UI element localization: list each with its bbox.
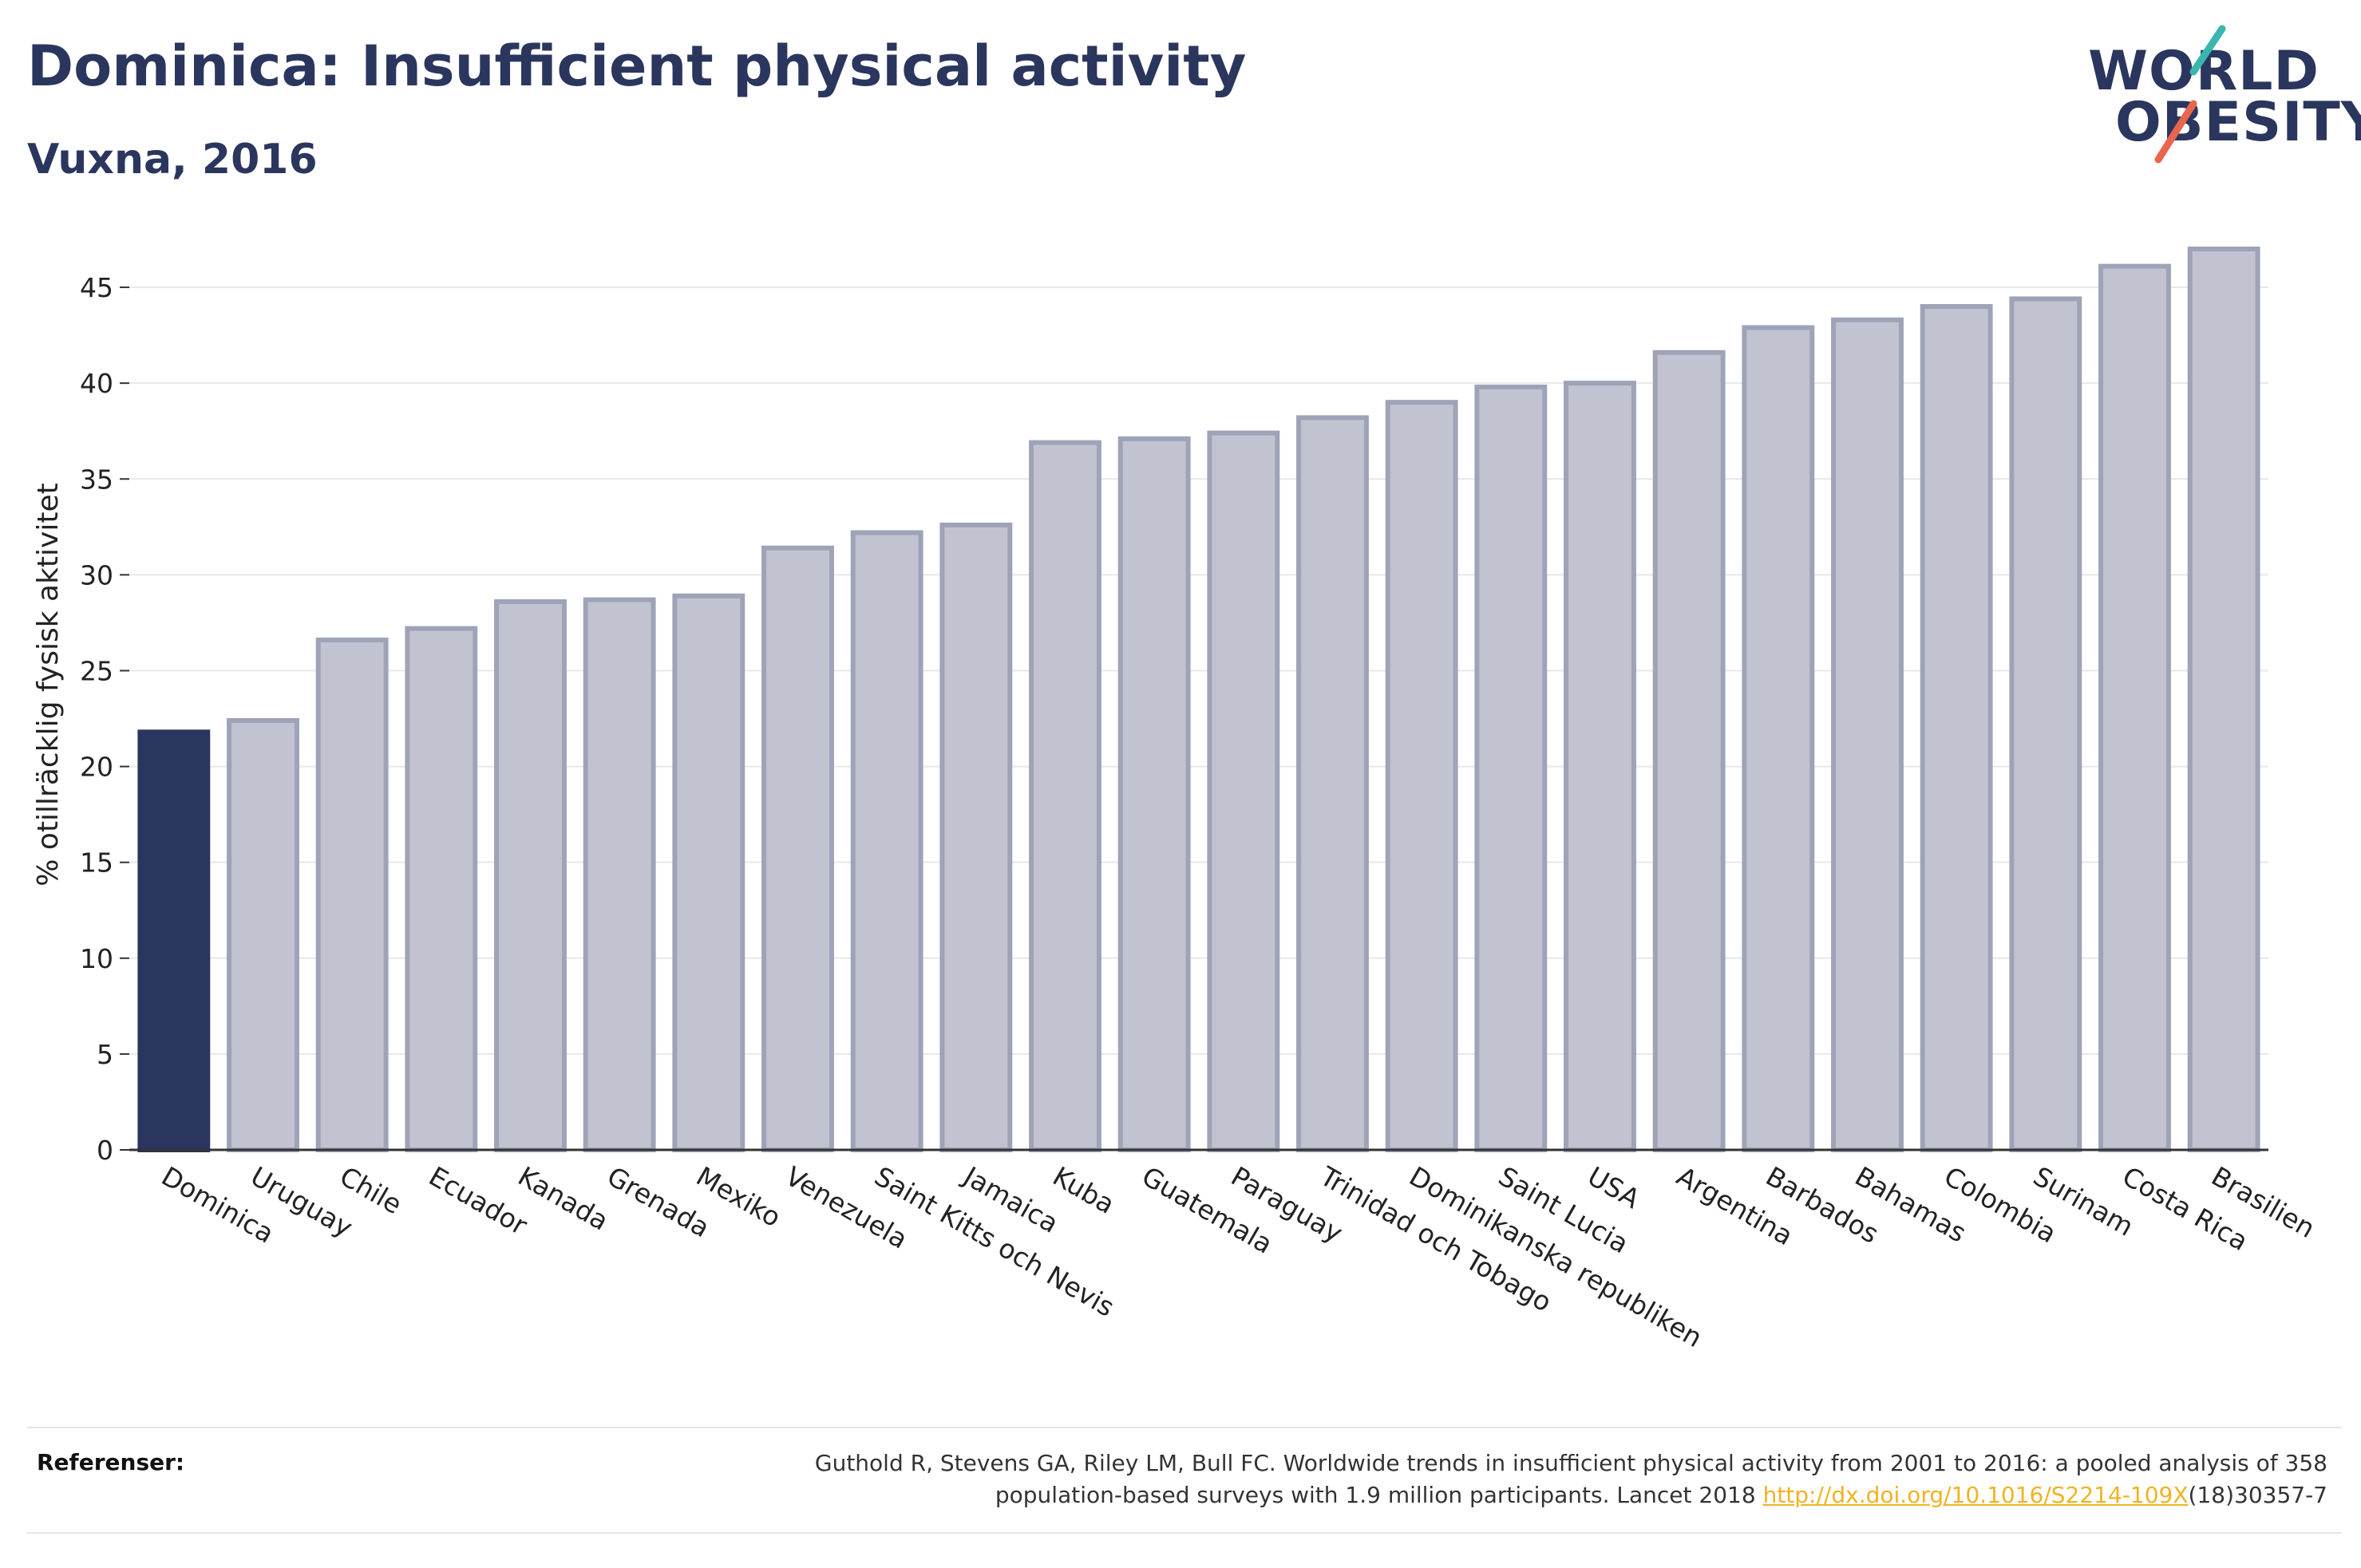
bar-bahamas[interactable] (1831, 317, 1904, 1152)
references-text: Guthold R, Stevens GA, Riley LM, Bull FC… (571, 1448, 2327, 1511)
bar-grenada[interactable] (583, 597, 656, 1152)
y-tick-label: 25 (80, 655, 113, 686)
y-axis-label: % otillräcklig fysisk aktivitet (32, 483, 65, 886)
bar-brasilien[interactable] (2187, 247, 2260, 1153)
x-tick-label: Ecuador (424, 1160, 533, 1241)
reference-line-2-suffix: (18)30357-7 (2188, 1482, 2327, 1508)
y-tick-label: 5 (97, 1039, 113, 1070)
bar-guatemala[interactable] (1117, 436, 1191, 1152)
y-tick-label: 10 (80, 943, 113, 974)
y-tick-label: 45 (80, 272, 113, 303)
bar-argentina[interactable] (1652, 350, 1726, 1153)
y-tick-label: 0 (97, 1135, 113, 1166)
y-tick-label: 20 (80, 752, 113, 783)
bar-jamaica[interactable] (939, 522, 1013, 1152)
bar-kanada[interactable] (494, 598, 567, 1152)
y-tick-label: 30 (80, 559, 113, 590)
bar-saint-kitts-och-nevis[interactable] (850, 530, 923, 1152)
bars (137, 247, 2260, 1153)
grid-lines (129, 286, 2268, 1055)
bar-mexiko[interactable] (672, 593, 745, 1152)
references-label: Referenser: (37, 1449, 185, 1475)
bar-dominica[interactable] (137, 729, 211, 1152)
bar-ecuador[interactable] (405, 626, 478, 1152)
reference-line-1: Guthold R, Stevens GA, Riley LM, Bull FC… (814, 1450, 2327, 1476)
x-tick-label: USA (1583, 1160, 1646, 1215)
y-tick-labels: 0 5 10 15 20 25 30 35 40 45 (80, 272, 129, 1166)
chart-title: Dominica: Insufficient physical activity (27, 34, 1247, 99)
bar-barbados[interactable] (1742, 325, 1815, 1153)
y-tick-label: 35 (80, 464, 113, 495)
bar-usa[interactable] (1564, 381, 1636, 1152)
y-tick-label: 15 (80, 847, 113, 879)
bar-dominikanska-republiken[interactable] (1385, 400, 1458, 1152)
logo-slash-icon (2154, 25, 2226, 164)
bar-chile[interactable] (315, 638, 389, 1152)
bar-saint-lucia[interactable] (1474, 384, 1548, 1152)
bar-uruguay[interactable] (227, 717, 299, 1152)
bar-colombia[interactable] (1920, 304, 1993, 1152)
bar-kuba[interactable] (1029, 440, 1101, 1152)
references-footer: Referenser: Guthold R, Stevens GA, Riley… (27, 1427, 2342, 1534)
y-tick-label: 40 (80, 368, 113, 399)
logo-word-world: WORLD (2088, 40, 2319, 103)
chart-subtitle: Vuxna, 2016 (27, 136, 318, 184)
logo-word-obesity: OBESITY (2115, 91, 2361, 154)
bar-surinam[interactable] (2009, 296, 2082, 1153)
bar-trinidad-och-tobago[interactable] (1296, 415, 1369, 1152)
bar-venezuela[interactable] (761, 545, 834, 1152)
x-tick-label: Grenada (602, 1160, 715, 1243)
doi-link[interactable]: http://dx.doi.org/10.1016/S2214-109X (1762, 1482, 2189, 1508)
x-tick-label: Kanada (513, 1160, 615, 1237)
bar-costa-rica[interactable] (2098, 263, 2171, 1152)
world-obesity-logo: WORLD OBESITY (2075, 24, 2361, 168)
bar-paraguay[interactable] (1207, 430, 1280, 1152)
reference-line-2-prefix: population-based surveys with 1.9 millio… (995, 1482, 1763, 1508)
